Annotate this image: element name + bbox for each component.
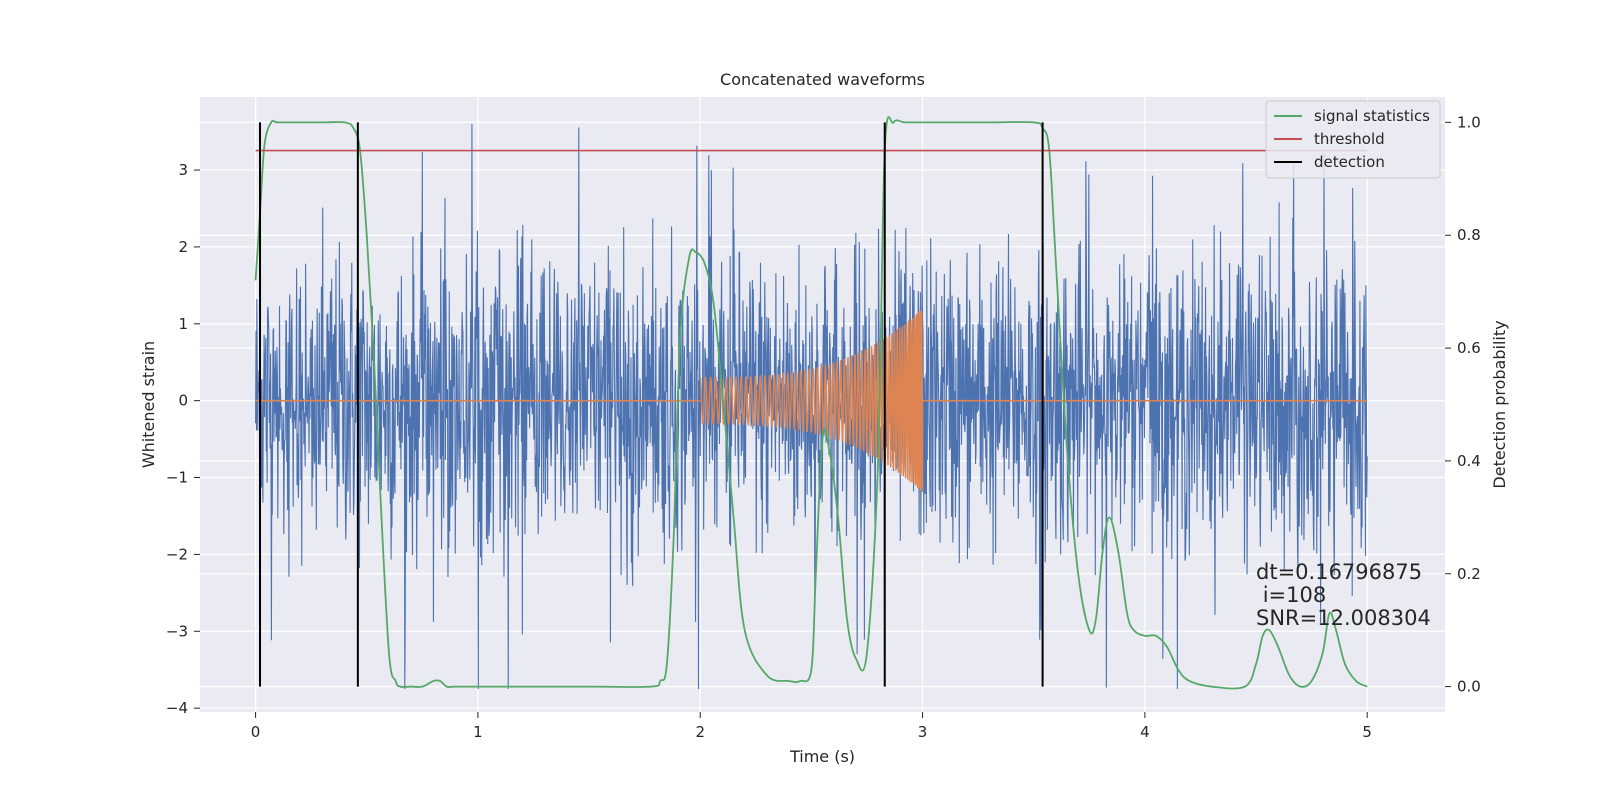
y-tick-label: −4 [166,699,188,717]
y-tick-label: 2 [178,238,188,256]
legend: signal statistics threshold detection [1265,100,1441,179]
annotation-dt: dt=0.16796875 [1256,560,1422,584]
legend-entry: signal statistics [1274,107,1430,125]
legend-label: detection [1314,153,1385,171]
axes: 0 1 2 3 4 5 −4 −3 −2 −1 0 1 2 3 0.0 0.2 0.4 0.6 0.8 1.0 [166,113,1481,741]
y-right-tick-label: 0.8 [1457,226,1481,244]
stats-annotation: dt=0.16796875 i=108 SNR=12.008304 [1256,560,1431,630]
series-signal-statistics [254,116,1368,690]
legend-box [1265,100,1441,179]
x-tick-label: 1 [473,723,483,741]
y-tick-label: 0 [178,392,188,410]
series-layer [254,116,1368,690]
x-tick-label: 0 [251,723,261,741]
x-tick-label: 4 [1140,723,1150,741]
annotation-snr: SNR=12.008304 [1256,606,1431,630]
legend-label: threshold [1314,130,1385,148]
y-right-tick-label: 0.2 [1457,565,1481,583]
series-detection-group [259,122,1044,687]
y-axis-label: Whitened strain [139,341,158,468]
chart-title: Concatenated waveforms [720,70,925,89]
series-whitened-strain-line [255,123,1368,689]
y-right-tick-label: 0.4 [1457,452,1481,470]
x-tick-label: 3 [918,723,928,741]
y-right-tick-label: 1.0 [1457,113,1481,131]
annotation-index: i=108 [1256,583,1326,607]
legend-label: signal statistics [1314,107,1430,125]
y-tick-label: −3 [166,622,188,640]
y-axis-right-label: Detection probability [1490,320,1509,488]
y-tick-label: 3 [178,161,188,179]
y-tick-label: 1 [178,315,188,333]
x-tick-label: 2 [695,723,705,741]
legend-entry: detection [1274,153,1385,171]
x-axis-label: Time (s) [789,747,855,766]
y-right-tick-label: 0.6 [1457,339,1481,357]
series-clip-group [254,116,1368,690]
grid [200,97,1445,712]
legend-entry: threshold [1274,130,1385,148]
y-right-tick-label: 0.0 [1457,678,1481,696]
y-tick-label: −1 [166,469,188,487]
x-tick-label: 5 [1362,723,1372,741]
y-tick-label: −2 [166,545,188,563]
